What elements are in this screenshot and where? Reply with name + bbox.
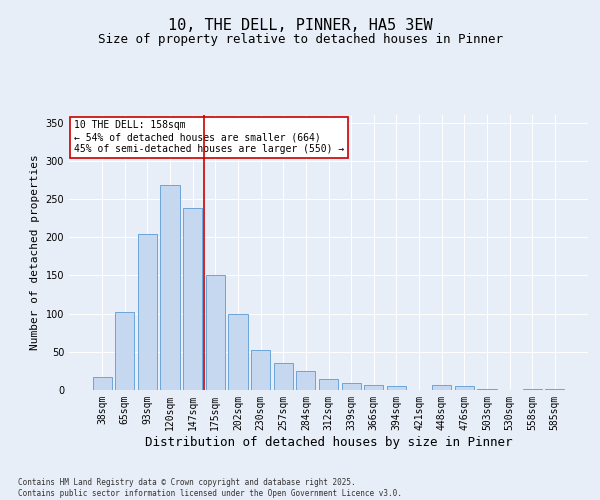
Bar — [229, 314, 248, 390]
Bar — [523, 389, 542, 390]
X-axis label: Distribution of detached houses by size in Pinner: Distribution of detached houses by size … — [145, 436, 512, 448]
Bar — [138, 234, 157, 390]
Bar — [432, 386, 451, 390]
Bar — [274, 364, 293, 390]
Bar — [92, 377, 112, 390]
Bar — [387, 386, 406, 390]
Bar — [251, 350, 270, 390]
Bar — [183, 208, 202, 390]
Bar — [341, 383, 361, 390]
Bar — [477, 389, 497, 390]
Bar — [455, 386, 474, 390]
Bar — [545, 389, 565, 390]
Bar — [160, 184, 180, 390]
Y-axis label: Number of detached properties: Number of detached properties — [30, 154, 40, 350]
Bar — [296, 371, 316, 390]
Bar — [115, 312, 134, 390]
Text: 10, THE DELL, PINNER, HA5 3EW: 10, THE DELL, PINNER, HA5 3EW — [167, 18, 433, 32]
Bar — [206, 274, 225, 390]
Text: 10 THE DELL: 158sqm
← 54% of detached houses are smaller (664)
45% of semi-detac: 10 THE DELL: 158sqm ← 54% of detached ho… — [74, 120, 344, 154]
Text: Size of property relative to detached houses in Pinner: Size of property relative to detached ho… — [97, 32, 503, 46]
Bar — [364, 386, 383, 390]
Text: Contains HM Land Registry data © Crown copyright and database right 2025.
Contai: Contains HM Land Registry data © Crown c… — [18, 478, 402, 498]
Bar — [319, 380, 338, 390]
